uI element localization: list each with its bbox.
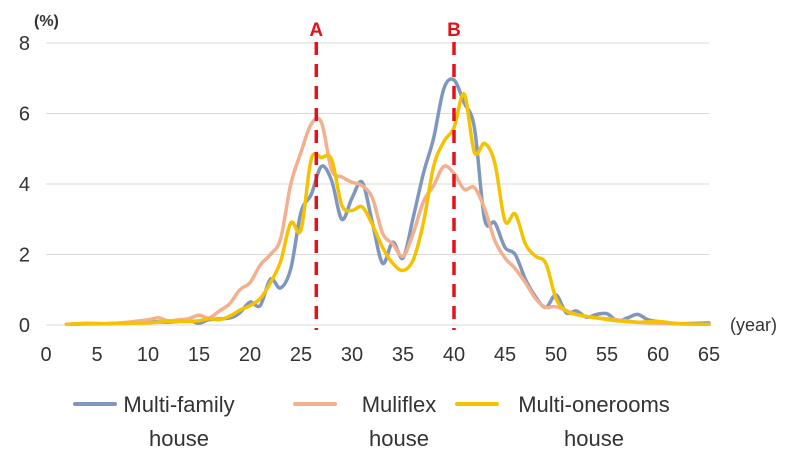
legend-item-multi-onerooms-house: Multi-onerooms house bbox=[455, 392, 670, 451]
x-tick-label-55: 55 bbox=[596, 344, 618, 366]
legend-label-multi-family-house-0: Multi-family bbox=[123, 392, 234, 417]
axes: 0 2 4 6 8 0 5 10 15 20 25 30 35 40 45 50 55 60 65 bbox=[19, 33, 720, 366]
x-tick-label-40: 40 bbox=[443, 344, 465, 366]
legend-label-multi-onerooms-house-1: house bbox=[564, 426, 624, 451]
x-tick-label-5: 5 bbox=[91, 344, 102, 366]
x-tick-label-65: 65 bbox=[698, 344, 720, 366]
legend-label-muliflex-house-0: Muliflex bbox=[362, 392, 437, 417]
legend-item-muliflex-house: Muliflex house bbox=[293, 392, 437, 451]
series-lines bbox=[64, 77, 711, 327]
marker-label-b: B bbox=[447, 20, 461, 41]
x-tick-label-30: 30 bbox=[341, 344, 363, 366]
x-tick-label-25: 25 bbox=[290, 344, 312, 366]
marker-label-a: A bbox=[309, 20, 323, 41]
gridlines bbox=[46, 42, 709, 255]
x-tick-label-60: 60 bbox=[647, 344, 669, 366]
y-tick-label-0: 0 bbox=[19, 315, 30, 337]
x-axis-unit-label: (year) bbox=[730, 315, 777, 335]
y-tick-label-6: 6 bbox=[19, 104, 30, 126]
series-line-multi-onerooms-house bbox=[64, 92, 711, 327]
series-line-muliflex-house bbox=[64, 116, 711, 327]
series-line-multi-family-house bbox=[64, 77, 711, 327]
legend-item-multi-family-house: Multi-family house bbox=[73, 392, 235, 451]
legend: Multi-familyhouseMuliflexhouseMulti-oner… bbox=[73, 392, 670, 451]
legend-label-multi-family-house-1: house bbox=[149, 426, 209, 451]
y-tick-label-2: 2 bbox=[19, 245, 30, 267]
x-tick-label-10: 10 bbox=[137, 344, 159, 366]
legend-label-multi-onerooms-house-0: Multi-onerooms bbox=[518, 392, 670, 417]
y-tick-label-4: 4 bbox=[19, 174, 30, 196]
y-axis-unit-label: (%) bbox=[34, 13, 59, 30]
x-tick-label-20: 20 bbox=[239, 344, 261, 366]
x-tick-label-45: 45 bbox=[494, 344, 516, 366]
legend-label-muliflex-house-1: house bbox=[369, 426, 429, 451]
x-tick-label-35: 35 bbox=[392, 344, 414, 366]
x-tick-label-15: 15 bbox=[188, 344, 210, 366]
y-tick-label-8: 8 bbox=[19, 33, 30, 55]
x-tick-label-50: 50 bbox=[545, 344, 567, 366]
x-tick-label-0: 0 bbox=[40, 344, 51, 366]
